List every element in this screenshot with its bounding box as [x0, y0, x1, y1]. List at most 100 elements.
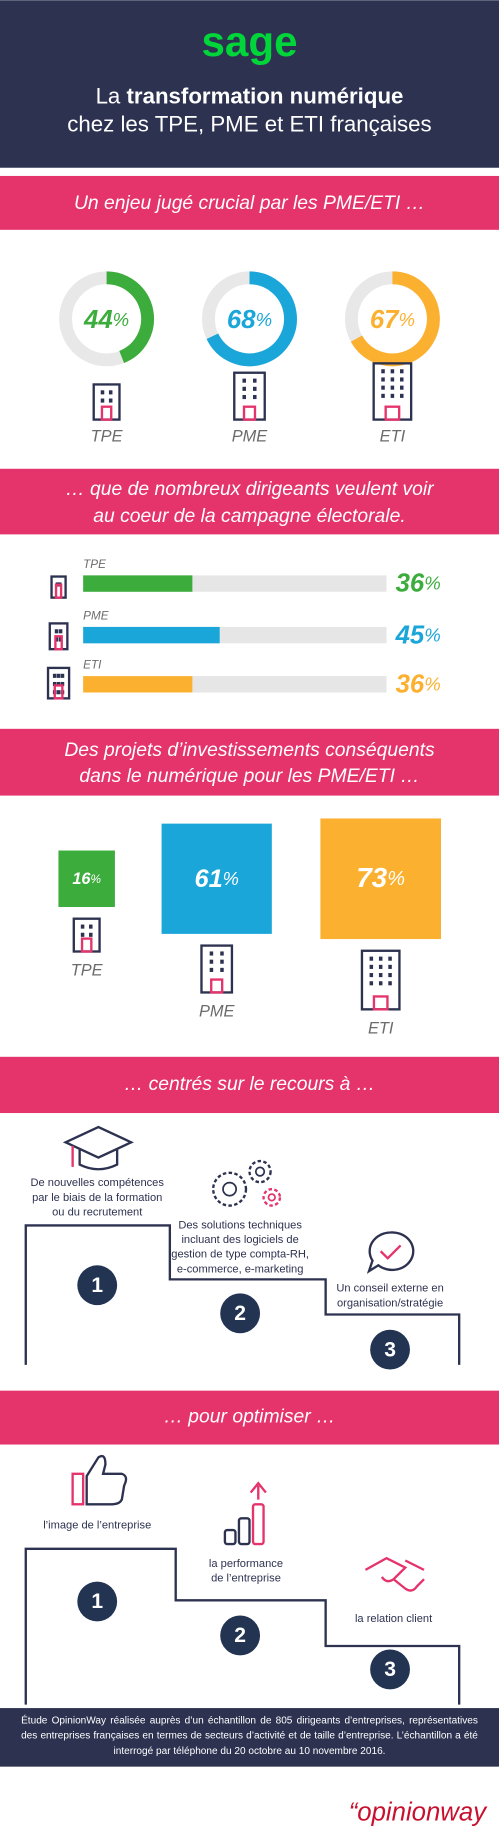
building-window [209, 959, 214, 964]
step-circle [370, 1649, 410, 1690]
check [379, 1244, 402, 1260]
step-text: organisation/stratégie [337, 1297, 443, 1309]
section-title: dans le numérique pour les PME/ETI … [79, 766, 419, 787]
gear [212, 1171, 248, 1207]
building-window [242, 394, 246, 400]
step-circle [220, 1615, 261, 1656]
thumb-icon [71, 1454, 128, 1506]
bar [83, 676, 193, 693]
building-icon [50, 575, 67, 599]
building-window [60, 673, 65, 678]
section-title: … pour optimiser … [164, 1407, 336, 1428]
building-window [58, 629, 63, 634]
building-window [400, 393, 404, 398]
square-label: 61% [194, 865, 238, 893]
percent-value: 36 [396, 670, 425, 698]
section-band [0, 1056, 499, 1114]
cap [62, 1125, 134, 1159]
header-background [0, 0, 499, 168]
handshake-icon [364, 1556, 425, 1592]
building-window [89, 932, 93, 937]
building-window [56, 673, 61, 678]
building-window [388, 956, 392, 961]
step-text: Des solutions techniques [178, 1219, 302, 1231]
percent-value: 67 [370, 306, 400, 334]
building-outline [72, 917, 101, 953]
building-icon [200, 944, 234, 994]
building-door [242, 405, 257, 421]
step-text: e-commerce, e-marketing [177, 1263, 304, 1275]
building-window [108, 390, 113, 395]
gear [248, 1159, 272, 1184]
step-number: 1 [91, 1590, 103, 1613]
building-door [384, 405, 401, 421]
building-window [52, 681, 57, 687]
section-title: Des projets d’investissements conséquent… [64, 740, 435, 761]
step-text: la relation client [355, 1613, 432, 1625]
building-door [54, 635, 63, 651]
square [58, 850, 115, 907]
building-door [54, 583, 63, 599]
building-window [381, 377, 385, 382]
percent-unit: % [424, 573, 441, 594]
percent-value: 36 [396, 570, 425, 598]
growth-icon [223, 1481, 267, 1546]
gear-hub [267, 1193, 276, 1202]
donut-arc [350, 271, 440, 367]
section-band [0, 728, 499, 796]
step-text: de l’entreprise [211, 1573, 281, 1585]
building-window [253, 386, 257, 391]
building-window [242, 378, 246, 383]
percent-value: 73 [356, 862, 387, 893]
category-label: TPE [71, 962, 104, 980]
building-window [400, 377, 404, 382]
bar-value: 36% [396, 670, 441, 698]
square [161, 823, 272, 934]
building-door [210, 978, 224, 994]
gears-icon [212, 1159, 282, 1207]
growth-bar [237, 1517, 251, 1546]
cap-base [78, 1149, 119, 1171]
building-door [372, 995, 389, 1011]
building-icon [360, 949, 401, 1011]
building-window [390, 377, 395, 382]
title-bold: transformation numérique [127, 83, 404, 108]
stairs [24, 1224, 461, 1365]
step-text: De nouvelles compétences [31, 1177, 165, 1189]
square-label: 16% [72, 870, 101, 888]
section-band [0, 1390, 499, 1445]
bubble [366, 1231, 415, 1274]
percent-unit: % [424, 673, 441, 694]
step-number: 3 [384, 1658, 396, 1681]
building-outline [50, 575, 67, 599]
step-circle [77, 1581, 118, 1622]
building-window [80, 932, 85, 937]
hand [392, 1559, 425, 1592]
growth-bar [251, 1503, 265, 1546]
square-label: 73% [356, 862, 405, 893]
percent-unit: % [387, 868, 405, 890]
building-window [100, 390, 105, 395]
step-text: Un conseil externe en [336, 1283, 443, 1295]
building-window [54, 629, 59, 634]
percent-value: 45 [395, 621, 425, 649]
step-number: 1 [91, 1274, 103, 1297]
footer-note: Étude OpinionWay réalisée auprès d’un éc… [21, 1713, 478, 1757]
building-window [52, 673, 57, 678]
building-window [369, 964, 374, 969]
section-band [0, 175, 499, 230]
building-window [381, 369, 385, 374]
building-window [378, 981, 383, 986]
cuff [71, 1472, 85, 1506]
building-outline [200, 944, 234, 994]
graduation-icon [62, 1125, 134, 1171]
step-text: l’image de l’entreprise [43, 1519, 151, 1531]
building-window [209, 967, 214, 972]
building-window [369, 956, 374, 961]
building-window [209, 951, 214, 956]
hand [364, 1556, 408, 1583]
gear-hub [222, 1181, 238, 1197]
